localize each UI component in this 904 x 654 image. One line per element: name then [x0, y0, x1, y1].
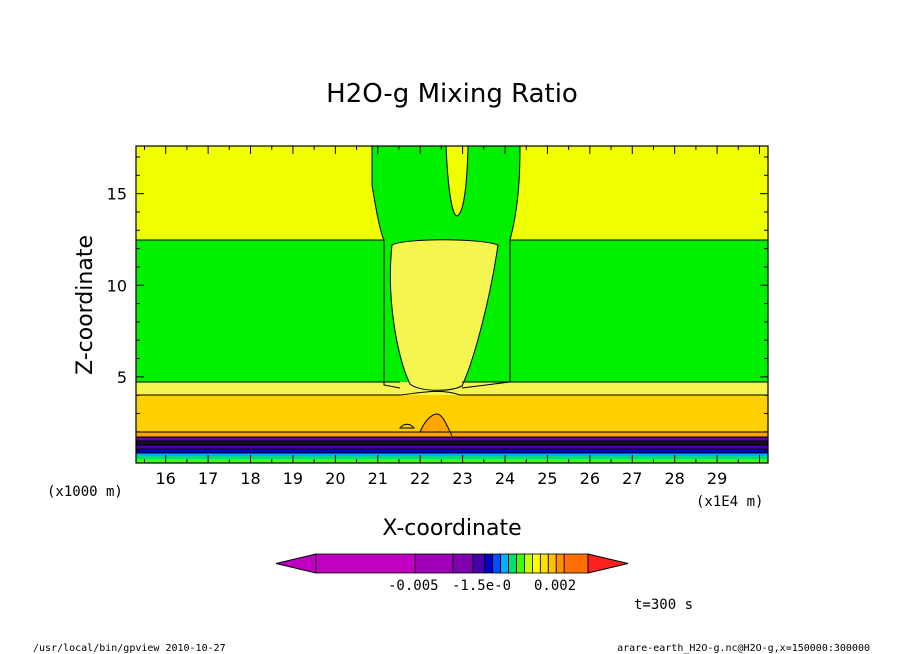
axis-ticks	[136, 146, 768, 463]
colorbar-segment	[500, 553, 509, 574]
colorbar-segment	[539, 553, 549, 574]
colorbar-segment	[524, 553, 533, 574]
layer-teal	[136, 456, 768, 459]
x-tick-label: 21	[368, 469, 388, 488]
layer-purple	[136, 437, 768, 441]
field-green-plume	[372, 146, 520, 388]
y-tick-label: 10	[107, 276, 127, 295]
colorbar-segment	[555, 553, 565, 574]
field-light-yellow	[390, 239, 498, 391]
x-tick-label: 24	[495, 469, 515, 488]
layer-black	[136, 441, 768, 445]
colorbar-segment	[484, 553, 494, 574]
footer-right: arare-earth_H2O-g.nc@H2O-g,x=150000:3000…	[617, 643, 870, 654]
layer-light-yellow	[136, 382, 768, 395]
field-yellow-notch	[446, 146, 468, 216]
x-tick-label: 25	[537, 469, 557, 488]
layer-orange	[136, 432, 768, 437]
colorbar-low-extend	[275, 553, 317, 574]
time-label: t=300 s	[634, 597, 693, 613]
colorbar-label-3: 0.002	[534, 578, 576, 594]
x-tick-label: 17	[198, 469, 218, 488]
colorbar-segment	[414, 553, 454, 574]
colorbar-segment	[547, 553, 557, 574]
plot-frame	[135, 145, 769, 464]
colorbar-segment	[472, 553, 486, 574]
colorbar-segment	[452, 553, 474, 574]
x-tick-label: 27	[622, 469, 642, 488]
x-tick-label: 20	[325, 469, 345, 488]
chart-title: H2O-g Mixing Ratio	[326, 79, 578, 109]
colorbar-segment	[532, 553, 541, 574]
layer-indigo	[136, 445, 768, 449]
colorbar-segment	[563, 553, 589, 574]
x-tick-labels: 16 17 18 19 20 21 22 23 24 25 26 27 28 29	[156, 469, 728, 488]
x-tick-label: 23	[452, 469, 472, 488]
colorbar-segment	[516, 553, 525, 574]
footer-left: /usr/local/bin/gpview 2010-10-27	[33, 643, 226, 654]
x-tick-label: 22	[410, 469, 430, 488]
x-tick-label: 26	[580, 469, 600, 488]
x-tick-label: 29	[707, 469, 727, 488]
x-tick-label: 16	[156, 469, 176, 488]
x-unit-left: (x1000 m)	[47, 484, 123, 500]
x-tick-label: 19	[283, 469, 303, 488]
layer-cyan	[136, 453, 768, 456]
y-tick-labels: 5 10 15	[107, 185, 127, 387]
colorbar-segment	[315, 553, 416, 574]
layer-gold	[136, 395, 768, 432]
colorbar-segment	[492, 553, 502, 574]
y-tick-label: 15	[107, 185, 127, 204]
colorbar-label-2: -1.5e-0	[452, 578, 511, 594]
layer-blue	[136, 449, 768, 453]
contour-fill	[136, 146, 768, 463]
y-axis-label: Z-coordinate	[73, 235, 98, 375]
layer-lime	[136, 459, 768, 463]
colorbar	[275, 553, 629, 574]
x-axis-label: X-coordinate	[382, 516, 521, 541]
colorbar-high-extend	[587, 553, 629, 574]
colorbar-label-1: -0.005	[388, 578, 439, 594]
x-tick-label: 18	[240, 469, 260, 488]
x-tick-label: 28	[665, 469, 685, 488]
contour-lines	[136, 145, 768, 454]
colorbar-segment	[508, 553, 517, 574]
x-unit-right: (x1E4 m)	[696, 494, 763, 510]
y-tick-label: 5	[117, 368, 127, 387]
